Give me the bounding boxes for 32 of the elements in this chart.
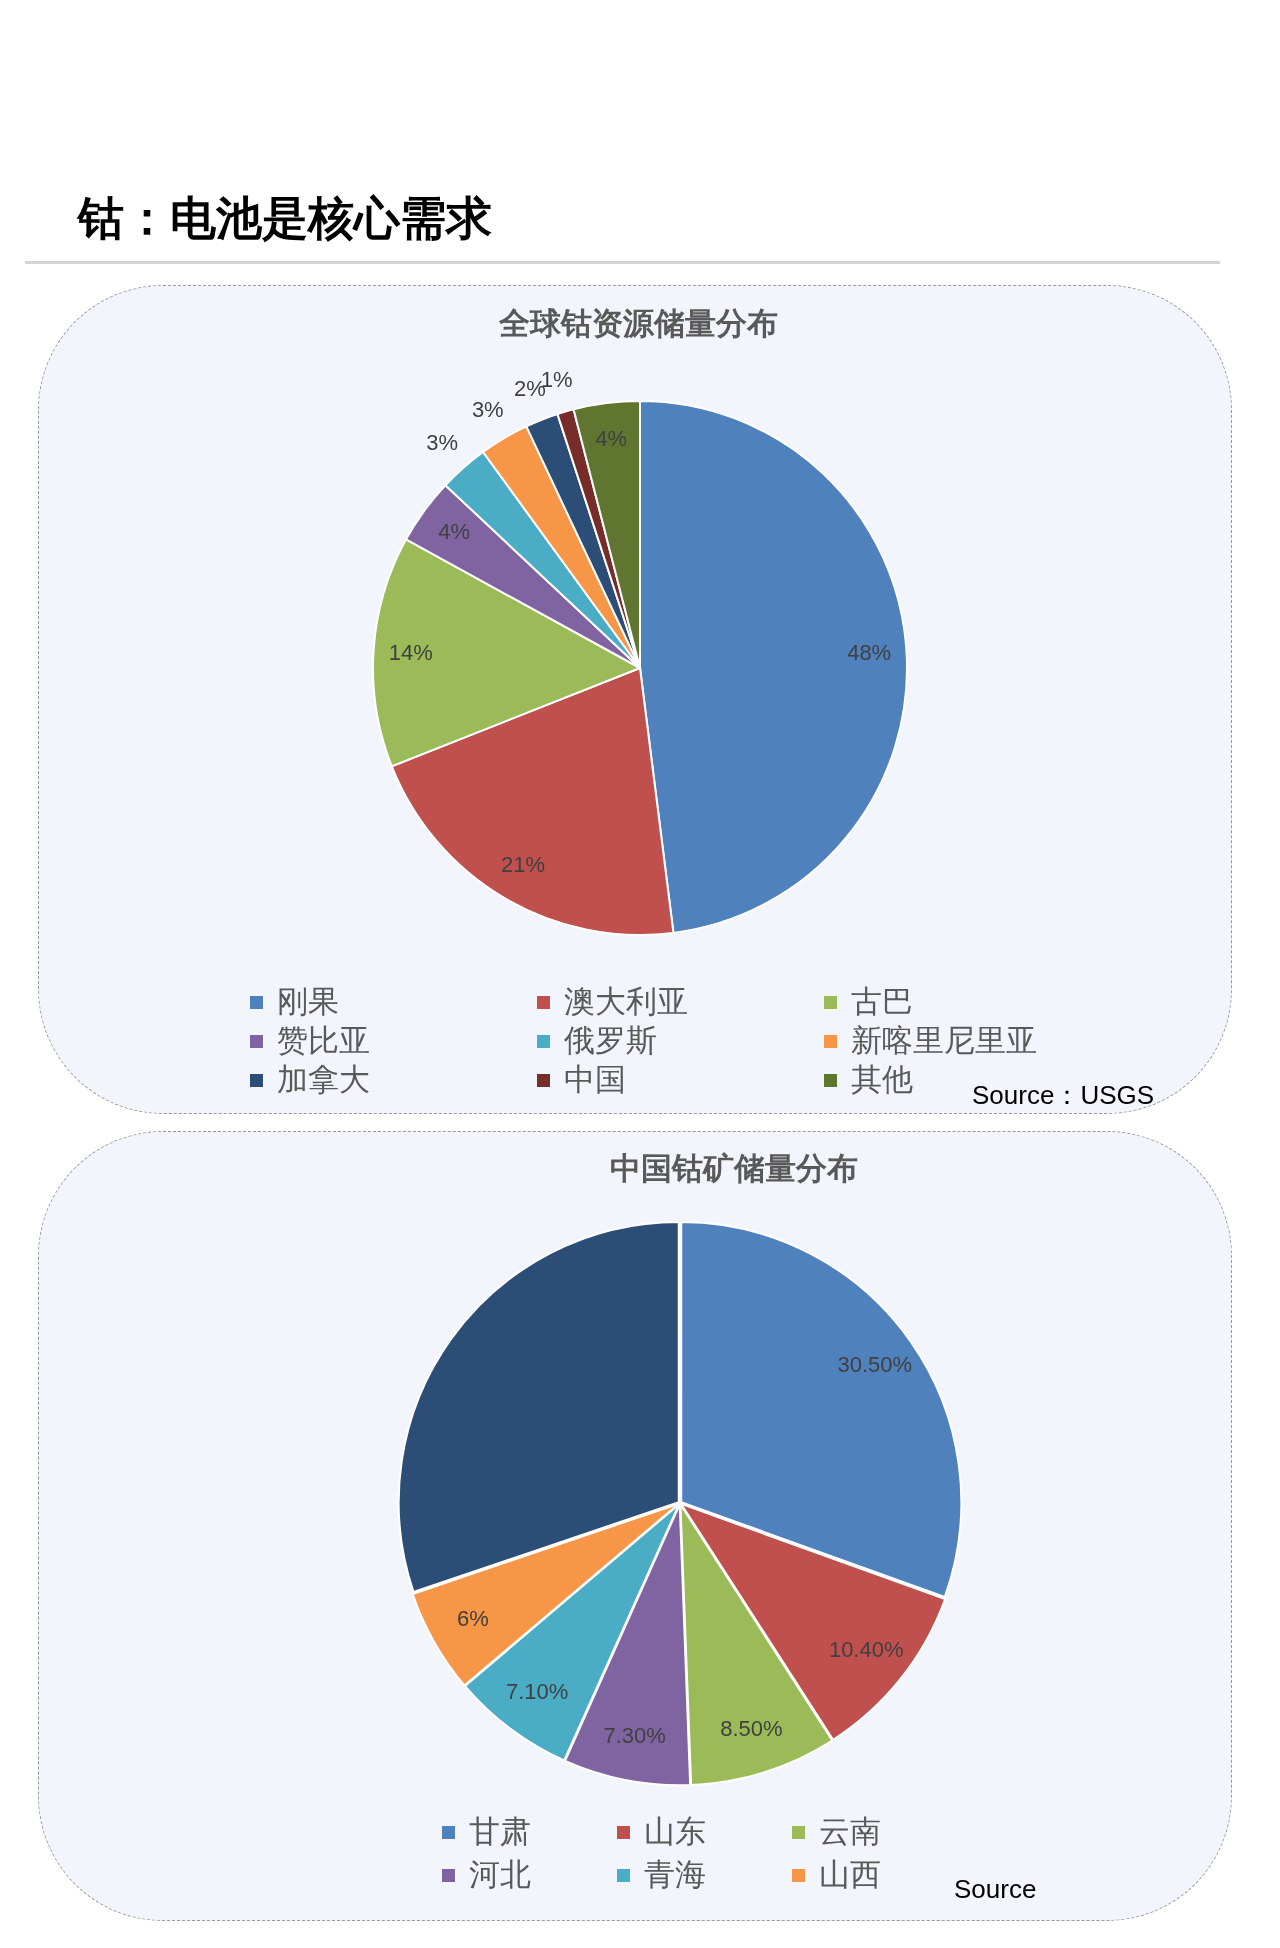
data-label: 7.10% (505, 1679, 569, 1705)
legend-label: 山西 (819, 1856, 881, 1894)
legend-label: 俄罗斯 (564, 1022, 657, 1060)
data-label: 3% (471, 396, 504, 422)
text: Source (954, 1873, 1037, 1905)
data-label: 6% (457, 1606, 489, 1632)
data-label: 4% (438, 519, 471, 545)
legend-label: 云南 (819, 1813, 881, 1851)
legend-label: 刚果 (277, 983, 339, 1021)
legend-label: 赞比亚 (277, 1022, 370, 1060)
source-note: Source：USGS (972, 1078, 1155, 1112)
legend-label: 新喀里尼里亚 (851, 1022, 1037, 1060)
legend-label: 甘肃 (469, 1813, 531, 1851)
data-label: 3% (426, 429, 459, 455)
legend-label: 澳大利亚 (564, 983, 688, 1021)
legend-label: 加拿大 (277, 1061, 370, 1099)
data-label: 8.50% (720, 1716, 783, 1742)
data-label: 21% (501, 851, 546, 877)
legend-label: 山东 (644, 1813, 706, 1851)
data-label: 30.50% (837, 1352, 913, 1378)
chart-title: 中国钴矿储量分布 (610, 1150, 858, 1188)
data-label: 7.30% (603, 1722, 666, 1748)
legend-label: 古巴 (851, 983, 913, 1021)
legend-label: 中国 (564, 1061, 626, 1099)
data-label: 48% (847, 639, 892, 665)
legend-label: 其他 (851, 1061, 913, 1099)
text: 钴：电池是核心需求 (78, 191, 492, 246)
data-label: 10.40% (828, 1637, 904, 1663)
legend-label: 河北 (469, 1856, 531, 1894)
data-label: 14% (388, 639, 433, 665)
chart-title: 全球钴资源储量分布 (498, 305, 778, 343)
legend-label: 青海 (644, 1856, 706, 1894)
